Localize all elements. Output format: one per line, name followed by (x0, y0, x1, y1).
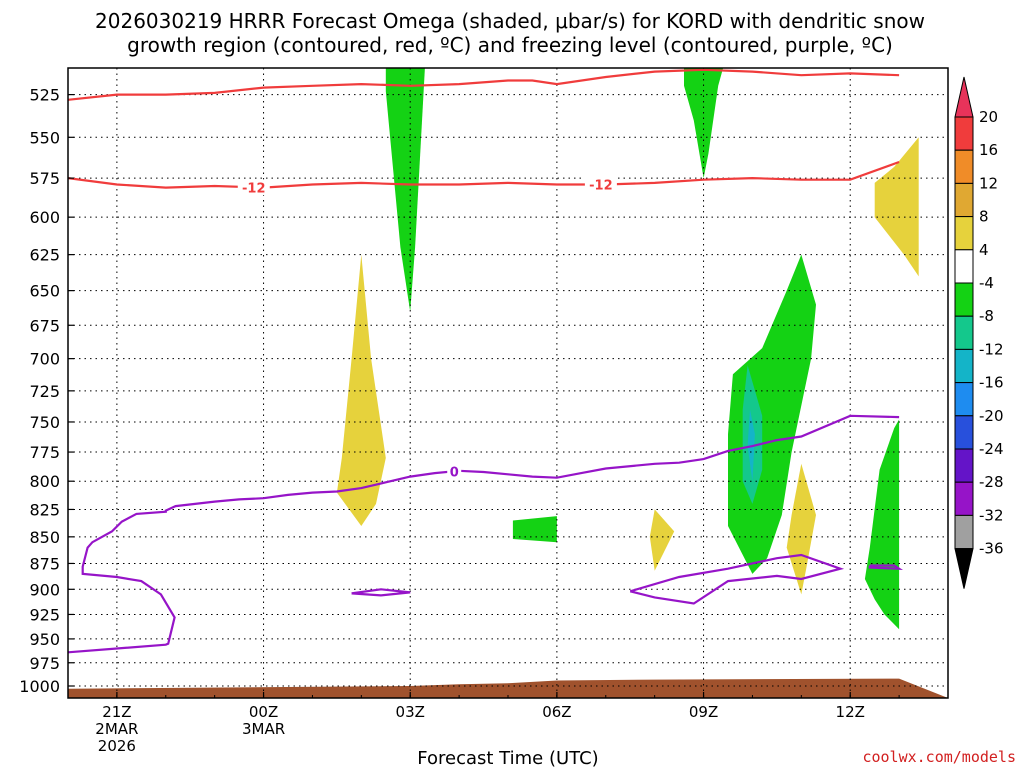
colorbar-tick-label: 20 (979, 108, 998, 126)
omega-shading-layer (336, 68, 919, 630)
colorbar-swatch (954, 282, 974, 317)
y-axis: 525 550 575 600 625 650 675 700 725 750 775 800 825 8… (19, 86, 74, 696)
y-tick-label: 825 (29, 500, 60, 519)
y-tick-label: 900 (29, 580, 60, 599)
omega-region-5 (649, 509, 675, 571)
x-tick-label: 03Z (396, 703, 425, 721)
surface-band (68, 678, 948, 698)
omega-region-10 (864, 419, 900, 630)
colorbar-tick-label: -20 (979, 407, 1004, 425)
freezing-level-closed-2 (868, 564, 904, 570)
surface-terrain-layer (68, 678, 948, 698)
colorbar-tick-label: -24 (979, 440, 1004, 458)
chart-title-line-2: growth region (contoured, red, ºC) and f… (127, 33, 893, 57)
isotherm-label-bg (237, 179, 270, 196)
isotherm-label: -12 (242, 181, 266, 196)
y-tick-label: 700 (29, 350, 60, 369)
omega-region-4 (512, 516, 557, 543)
grid-layer (68, 68, 948, 698)
omega-region-2 (874, 137, 919, 277)
isotherm-label-bg (584, 176, 617, 193)
colorbar-swatch (954, 448, 974, 483)
isotherm-line-0 (68, 68, 900, 101)
y-tick-label: 675 (29, 316, 60, 335)
x-tick-label: 2MAR (95, 720, 138, 738)
isotherm-label: -12 (589, 178, 613, 193)
y-tick-label: 775 (29, 443, 60, 462)
freezing-level-line (68, 414, 900, 654)
colorbar-swatch (954, 348, 974, 384)
x-tick-label: 2026 (98, 737, 136, 755)
y-tick-label: 750 (29, 413, 60, 432)
y-tick-label: 800 (29, 472, 60, 491)
colorbar-tick-label: 8 (979, 208, 989, 226)
y-tick-label: 575 (29, 169, 60, 188)
y-tick-label: 950 (29, 630, 60, 649)
colorbar-top-triangle (954, 76, 974, 118)
y-tick-label: 725 (29, 382, 60, 401)
freezing-level-closed-0 (351, 588, 411, 597)
plot-frame (67, 67, 949, 699)
colorbar-swatch (954, 249, 974, 284)
y-tick-label: 925 (29, 605, 60, 624)
x-tick-label: 09Z (689, 703, 718, 721)
y-tick-label: 550 (29, 128, 60, 147)
colorbar-tick-label: 16 (979, 141, 998, 159)
x-tick-label: 12Z (836, 703, 865, 721)
plot-area: -12 -12 0 (67, 67, 949, 699)
y-tick-label: 600 (29, 208, 60, 227)
colorbar-swatch (954, 315, 974, 350)
colorbar-swatch (954, 481, 974, 516)
x-tick-label: 3MAR (242, 720, 285, 738)
colorbar-swatch (954, 116, 974, 151)
colorbar: 20 16 12 8 4 -4 -8 -12 -16 -20 -24 -28 -32 -36 (954, 76, 1004, 589)
contour-layer (68, 68, 904, 654)
freezing-level-closed-1 (629, 553, 845, 605)
colorbar-tick-label: -36 (979, 540, 1004, 558)
colorbar-tick-label: -16 (979, 374, 1004, 392)
y-tick-label: 1000 (19, 677, 60, 696)
omega-region-9 (786, 463, 816, 595)
colorbar-swatch (954, 514, 974, 550)
colorbar-swatch (954, 216, 974, 251)
freezing-label-bg (447, 463, 462, 480)
x-tick-label: 00Z (249, 703, 278, 721)
y-tick-label: 850 (29, 528, 60, 547)
contour-labels-layer: -12 -12 0 (237, 176, 617, 480)
x-tick-label: 21Z (102, 703, 131, 721)
x-axis-label: Forecast Time (UTC) (417, 748, 598, 768)
freezing-level-label: 0 (450, 465, 459, 480)
colorbar-bottom-triangle (954, 548, 974, 589)
colorbar-swatch (954, 415, 974, 450)
omega-region-3 (336, 254, 386, 526)
chart-title-line-1: 2026030219 HRRR Forecast Omega (shaded, … (95, 9, 925, 33)
colorbar-swatch (954, 382, 974, 417)
colorbar-tick-label: -28 (979, 473, 1004, 491)
omega-region-0 (385, 68, 425, 312)
colorbar-swatch (954, 149, 974, 184)
y-tick-label: 875 (29, 554, 60, 573)
credit-link[interactable]: coolwx.com/models (862, 748, 1016, 766)
colorbar-tick-label: -8 (979, 307, 994, 325)
colorbar-tick-label: 12 (979, 174, 998, 192)
isotherm-line-1 (68, 160, 900, 189)
y-tick-label: 650 (29, 282, 60, 301)
colorbar-tick-label: -32 (979, 506, 1004, 524)
y-tick-label: 625 (29, 246, 60, 265)
x-tick-label: 06Z (542, 703, 571, 721)
colorbar-tick-label: -12 (979, 340, 1004, 358)
y-tick-label: 525 (29, 86, 60, 105)
colorbar-tick-label: -4 (979, 274, 994, 292)
y-tick-label: 975 (29, 654, 60, 673)
colorbar-swatch (954, 182, 974, 218)
colorbar-tick-label: 4 (979, 241, 989, 259)
